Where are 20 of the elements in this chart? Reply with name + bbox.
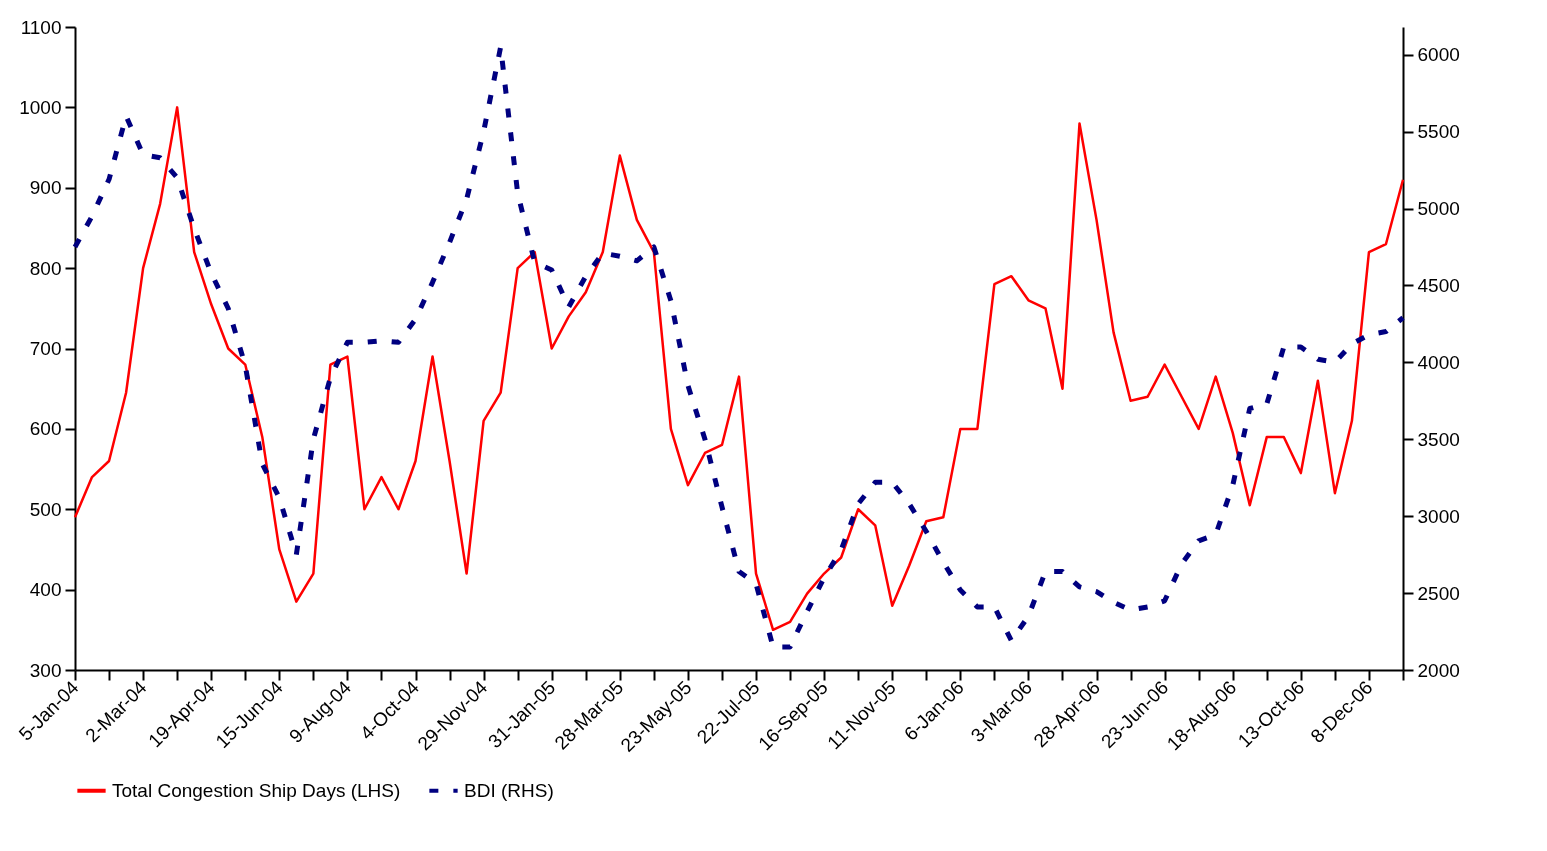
y2-tick-label: 2000 [1417, 659, 1460, 681]
y-tick-label: 300 [29, 659, 62, 681]
y2-tick-label: 4500 [1417, 274, 1460, 296]
y-tick-label: 400 [29, 579, 62, 601]
y2-tick-label: 5500 [1417, 121, 1460, 143]
y2-tick-label: 5000 [1417, 198, 1460, 220]
legend-label: Total Congestion Ship Days (LHS) [112, 779, 401, 801]
y-tick-label: 700 [29, 338, 62, 359]
y2-tick-label: 4000 [1417, 351, 1460, 373]
y-tick-label: 900 [29, 177, 62, 199]
y2-tick-label: 3500 [1417, 428, 1460, 450]
y2-tick-label: 2500 [1417, 582, 1460, 604]
y-tick-label: 800 [29, 257, 62, 279]
y-tick-label: 600 [29, 418, 62, 440]
y2-tick-label: 6000 [1417, 44, 1460, 66]
y2-tick-label: 3000 [1417, 505, 1460, 527]
y-tick-label: 1000 [19, 96, 62, 118]
legend-label: BDI (RHS) [464, 779, 554, 801]
y-tick-label: 500 [29, 498, 62, 520]
y-tick-label: 1100 [20, 16, 62, 38]
